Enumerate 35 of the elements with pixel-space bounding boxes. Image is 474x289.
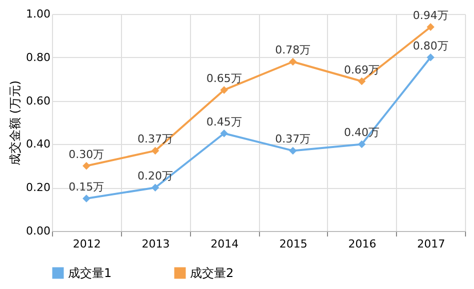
point — [426, 54, 434, 62]
x-tick-label: 2015 — [279, 238, 308, 250]
data-label: 0.80万 — [412, 39, 448, 52]
x-tick-label: 2016 — [348, 238, 376, 250]
legend-label: 成交量1 — [68, 266, 112, 280]
x-tick-label: 2014 — [210, 238, 239, 250]
y-tick-label: 0.20 — [26, 181, 50, 194]
data-label: 0.37万 — [275, 132, 311, 146]
x-tick-label: 2012 — [72, 238, 101, 250]
point — [82, 194, 90, 202]
y-tick-label: 1.00 — [26, 8, 50, 20]
x-tick-label: 2017 — [417, 238, 446, 250]
data-label: 0.30万 — [68, 148, 104, 161]
data-label: 0.78万 — [275, 44, 311, 57]
data-label: 0.65万 — [206, 72, 242, 85]
point — [82, 162, 90, 170]
point — [426, 23, 434, 31]
data-label: 0.94万 — [412, 9, 448, 22]
y-tick-label: 0.00 — [26, 224, 50, 238]
x-tick-label: 2013 — [142, 238, 170, 250]
data-label: 0.45万 — [206, 115, 242, 128]
y-tick-label: 0.60 — [26, 94, 50, 108]
y-axis-title: 成交金额 (万元) — [8, 80, 22, 166]
point — [220, 86, 228, 94]
point — [289, 146, 297, 155]
y-tick-label: 0.80 — [26, 50, 50, 64]
point — [358, 140, 366, 148]
y-tick-label: 0.40 — [26, 138, 50, 151]
point — [289, 58, 297, 66]
legend-label: 成交量2 — [190, 266, 234, 280]
data-label: 0.15万 — [68, 180, 104, 194]
point — [151, 184, 160, 192]
point — [358, 77, 366, 86]
point — [151, 146, 160, 155]
point — [220, 129, 228, 138]
